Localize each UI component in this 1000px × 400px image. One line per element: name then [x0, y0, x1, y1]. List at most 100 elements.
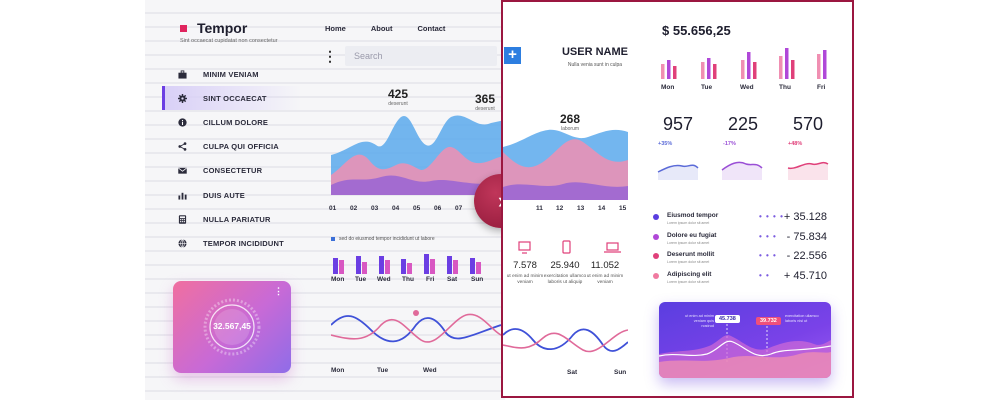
search-input[interactable]: Search	[345, 46, 497, 66]
list-item[interactable]: Adipiscing elit Lorem ipsum dolor sit am…	[653, 269, 833, 289]
x-tick: Sat	[447, 276, 458, 283]
x-tick: Tue	[377, 367, 389, 374]
left-dashboard-panel: Tempor Sint occaecat cupidatat non conse…	[145, 0, 505, 400]
x-tick: 02	[350, 205, 358, 212]
stat-value: 25.940	[550, 260, 580, 271]
list-item-sub: Lorem ipsum dolor sit amet	[667, 221, 710, 225]
kpi-value: 425	[388, 87, 409, 101]
sidebar-item-label: NULLA PARIATUR	[203, 214, 271, 224]
status-dot	[653, 233, 659, 240]
dots-icon: • • •	[759, 251, 777, 260]
brand: Tempor	[180, 20, 247, 36]
list-item[interactable]: Deserunt mollit Lorem ipsum dolor sit am…	[653, 249, 833, 269]
x-tick: Fri	[817, 84, 826, 91]
sidebar-item-tempor-incididunt[interactable]: TEMPOR INCIDIDUNT	[162, 231, 302, 255]
wave-card-text-right: exercitation ullamco laboris nisi ut	[785, 314, 819, 323]
kpi-percent: +48%	[788, 141, 803, 147]
list-item-value: + 35.128	[783, 211, 827, 223]
user-subtitle: Nulla venia sunt in culpa	[567, 62, 623, 68]
user-name: USER NAME	[561, 46, 628, 58]
sidebar-item-cillum-dolore[interactable]: CILLUM DOLORE	[162, 110, 302, 134]
gauge-ring	[203, 298, 261, 356]
x-tick: 07	[455, 205, 463, 212]
big-kpi-2: 225 -17%	[713, 114, 773, 147]
kpi-value: 957	[662, 114, 694, 134]
weekly-bar-chart	[661, 48, 827, 79]
x-tick: Mon	[331, 276, 345, 283]
sidebar: MINIM VENIAM SINT OCCAECAT CILLUM DOLORE…	[162, 62, 302, 256]
tooltip-2: 39.732	[756, 317, 781, 325]
x-tick: Sun	[471, 276, 484, 283]
kpi-label: deserunt	[388, 101, 408, 107]
more-icon[interactable]: ⋮	[274, 286, 283, 296]
list-item-sub: Lorem ipsum dolor sit amet	[667, 279, 710, 284]
stat-1: 7.578 ut enim ad minim veniam	[502, 260, 548, 286]
stat-label: ut enim ad minim veniam	[506, 274, 544, 285]
sidebar-item-sint-occaecat[interactable]: SINT OCCAECAT	[162, 86, 302, 111]
x-tick: Sun	[614, 369, 627, 376]
add-button[interactable]: +	[504, 47, 521, 64]
kebab-menu-icon[interactable]: ⋮	[323, 48, 337, 64]
big-kpi-3: 570 +48%	[778, 114, 838, 147]
gear-icon	[178, 93, 187, 103]
sidebar-item-nulla-pariatur[interactable]: NULLA PARIATUR	[162, 207, 302, 231]
x-tick: Thu	[402, 276, 414, 283]
nav-home[interactable]: Home	[325, 24, 346, 33]
sidebar-item-culpa-qui-officia[interactable]: CULPA QUI OFFICIA	[162, 135, 302, 159]
gauge-card[interactable]: 32.567,45 ⋮	[173, 281, 291, 373]
list-item-value: + 45.710	[783, 269, 827, 282]
stat-value: 11.052	[590, 260, 620, 271]
left-bar-chart	[333, 254, 481, 274]
brand-name: Tempor	[197, 20, 248, 36]
kpi-value: 570	[792, 114, 824, 134]
dots-icon: • • •	[759, 231, 777, 241]
sidebar-item-duis-aute[interactable]: DUIS AUTE	[162, 183, 302, 207]
kpi-label: laborum	[560, 126, 580, 132]
sidebar-item-label: TEMPOR INCIDIDUNT	[203, 238, 284, 248]
laptop-icon	[606, 242, 619, 251]
stat-label: ut enim ad minim veniam	[586, 274, 624, 285]
sidebar-item-label: DUIS AUTE	[203, 190, 245, 200]
x-tick: 05	[413, 205, 421, 212]
globe-icon	[178, 239, 187, 248]
x-tick: Thu	[779, 84, 791, 91]
list-item-title: Eiusmod tempor	[667, 212, 719, 219]
left-legend: sed do eiusmod tempor incididunt ut labo…	[331, 236, 435, 242]
x-tick: Wed	[423, 367, 437, 374]
sidebar-item-label: CONSECTETUR	[203, 166, 263, 176]
kpi-value: 365	[475, 92, 496, 106]
dots-icon: • • • •	[759, 212, 784, 221]
list-item[interactable]: Eiusmod tempor Lorem ipsum dolor sit ame…	[653, 210, 833, 230]
stat-icons	[518, 240, 621, 254]
nav-about[interactable]: About	[370, 24, 393, 33]
big-kpi-1: 957 +35%	[648, 114, 708, 147]
monitor-icon	[518, 241, 531, 251]
list-item-value: - 75.834	[786, 230, 827, 243]
wave-chart-card[interactable]: 45.738 39.732 ut enim ad minim veniam qu…	[659, 302, 831, 378]
x-tick: 01	[329, 205, 337, 212]
x-tick: Wed	[377, 276, 391, 283]
sidebar-item-label: CILLUM DOLORE	[203, 117, 269, 127]
list-item-sub: Lorem ipsum dolor sit amet	[667, 260, 710, 264]
left-line-chart	[331, 310, 501, 343]
stat-2: 25.940 exercitation ullamco laboris ut a…	[542, 260, 588, 286]
right-area-chart	[503, 129, 628, 200]
list-item[interactable]: Dolore eu fugiat Lorem ipsum dolor sit a…	[653, 230, 833, 250]
sidebar-item-consectetur[interactable]: CONSECTETUR	[162, 159, 302, 183]
kpi-left-1: 425 deserunt	[388, 87, 408, 107]
stat-value: 7.578	[513, 260, 537, 271]
kpi-percent: +35%	[658, 141, 673, 147]
left-area-chart	[331, 115, 505, 195]
area-kpi: 268 laborum	[560, 112, 580, 132]
wave-card-text-left: ut enim ad minim veniam quis nostrud	[685, 314, 714, 328]
phone-icon	[562, 240, 571, 254]
bar-chart-icon	[178, 192, 187, 200]
x-tick: Wed	[740, 84, 754, 91]
sidebar-item-minim-veniam[interactable]: MINIM VENIAM	[162, 62, 302, 86]
x-tick: Tue	[355, 276, 367, 283]
nav-contact[interactable]: Contact	[417, 24, 446, 33]
x-tick: Mon	[661, 84, 675, 91]
x-tick: 13	[577, 205, 585, 212]
status-dot	[653, 253, 659, 259]
